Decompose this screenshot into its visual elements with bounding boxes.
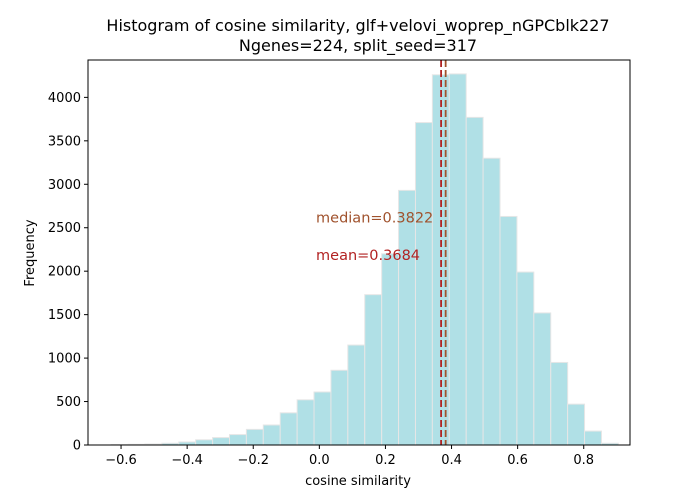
x-tick-label: −0.4: [171, 453, 203, 468]
histogram-bar: [448, 73, 467, 446]
histogram-bar: [550, 361, 569, 446]
statistic-lines: [440, 60, 447, 445]
histogram-bar: [584, 430, 602, 446]
histogram-bar: [313, 391, 332, 446]
histogram-bar: [228, 434, 247, 446]
histogram-bar: [465, 116, 484, 446]
x-tick-label: 0.4: [441, 453, 462, 468]
y-tick-label: 3500: [48, 134, 81, 149]
x-tick-label: −0.6: [105, 453, 137, 468]
histogram-bar: [567, 403, 586, 446]
histogram-bar: [245, 428, 264, 446]
y-tick-label: 1000: [48, 352, 81, 367]
histogram-bars: [110, 73, 619, 446]
y-tick-label: 4000: [48, 91, 81, 106]
x-tick-label: 0.2: [375, 453, 396, 468]
x-tick-label: −0.2: [237, 453, 269, 468]
histogram-bar: [381, 253, 400, 446]
median-annotation: median=0.3822: [316, 211, 433, 227]
y-tick-label: 3000: [48, 178, 81, 193]
chart-subtitle: Ngenes=224, split_seed=317: [239, 36, 477, 56]
histogram-bar: [499, 215, 518, 446]
x-tick-label: 0.0: [309, 453, 330, 468]
histogram-bar: [347, 344, 366, 446]
chart-title: Histogram of cosine similarity, glf+velo…: [106, 16, 609, 36]
x-tick-label: 0.8: [573, 453, 594, 468]
histogram-bar: [279, 412, 298, 446]
histogram-bar: [516, 271, 535, 446]
histogram-bar: [296, 399, 315, 446]
histogram-bar: [414, 122, 433, 446]
histogram-bar: [330, 369, 349, 446]
y-tick-label: 0: [73, 439, 81, 454]
histogram-bar: [195, 439, 214, 446]
histogram-bar: [364, 294, 383, 446]
x-axis-label: cosine similarity: [305, 474, 411, 489]
y-axis-ticks: 0 500 1000 1500 2000 2500 3000 3500 4000: [48, 91, 88, 454]
y-tick-label: 500: [56, 395, 81, 410]
x-axis-ticks: −0.6 −0.4 −0.2 0.0 0.2 0.4 0.6 0.8: [105, 445, 594, 468]
plot-frame: [87, 59, 631, 446]
y-tick-label: 1500: [48, 308, 81, 323]
y-axis-label: Frequency: [23, 219, 38, 286]
statistic-annotations: median=0.3822 mean=0.3684: [316, 211, 433, 264]
histogram-bar: [212, 437, 231, 446]
histogram-bar: [398, 189, 416, 446]
mean-annotation: mean=0.3684: [316, 248, 420, 264]
histogram-bar: [533, 312, 552, 446]
x-tick-label: 0.6: [507, 453, 528, 468]
y-tick-label: 2500: [48, 221, 81, 236]
histogram-bar: [262, 424, 281, 446]
histogram-bar: [482, 157, 501, 446]
y-tick-label: 2000: [48, 265, 81, 280]
